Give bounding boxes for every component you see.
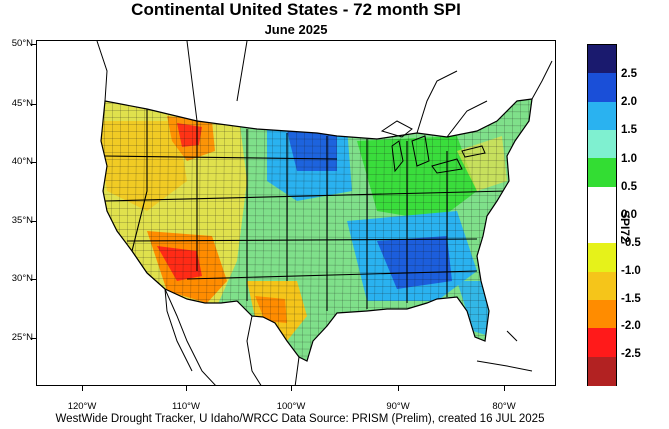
state-boundaries (104, 109, 508, 311)
colorbar-label: 1.5 (621, 124, 637, 136)
lat-label-45: 45°N (11, 98, 33, 109)
credit-line: WestWide Drought Tracker, U Idaho/WRCC D… (55, 413, 545, 425)
us-outline (100, 98, 533, 362)
colorbar-label: 2.0 (621, 96, 637, 108)
colorbar-title: SPI72 (618, 210, 632, 243)
spi-map-svg (37, 41, 555, 385)
map-title: Continental United States - 72 month SPI (131, 0, 461, 19)
colorbar-swatch (588, 101, 616, 131)
neighbor-borders (96, 41, 553, 385)
colorbar-swatch (588, 158, 616, 188)
lon-label-100: 100°W (276, 401, 306, 412)
colorbar-swatch (588, 73, 616, 103)
colorbar-swatch (588, 243, 616, 273)
lon-tick (504, 386, 505, 391)
lat-label-35: 35°N (11, 215, 33, 226)
colorbar-swatch (588, 328, 616, 358)
colorbar-label: -1.0 (621, 265, 641, 277)
lat-label-25: 25°N (11, 332, 33, 343)
lon-label-110: 110°W (172, 401, 200, 412)
lon-tick (82, 386, 83, 391)
lat-tick (31, 338, 36, 339)
colorbar-label: 0.0 (621, 209, 637, 221)
lat-tick (31, 279, 36, 280)
map-panel (36, 40, 556, 386)
lat-label-50: 50°N (11, 38, 33, 49)
colorbar-label: -2.0 (621, 320, 641, 332)
colorbar-label: -0.5 (621, 237, 641, 249)
lat-label-30: 30°N (11, 273, 33, 284)
colorbar-swatch (588, 271, 616, 301)
lat-tick (31, 104, 36, 105)
colorbar-label: 0.5 (621, 181, 637, 193)
colorbar-label: 2.5 (621, 68, 637, 80)
lon-label-120: 120°W (67, 401, 97, 412)
lon-tick (398, 386, 399, 391)
colorbar (587, 44, 617, 386)
colorbar-swatch (588, 356, 616, 386)
lon-label-80: 80°W (492, 401, 516, 412)
colorbar-label: -2.5 (621, 348, 641, 360)
colorbar-swatch (588, 215, 616, 244)
colorbar-swatch (588, 300, 616, 329)
map-subtitle: June 2025 (264, 22, 328, 37)
lat-tick (31, 221, 36, 222)
colorbar-swatch (588, 45, 616, 74)
lat-tick (31, 162, 36, 163)
lon-tick (186, 386, 187, 391)
colorbar-label: 1.0 (621, 153, 637, 165)
lon-tick (291, 386, 292, 391)
colorbar-swatch (588, 186, 616, 216)
lon-label-90: 90°W (386, 401, 410, 412)
lat-label-40: 40°N (11, 156, 33, 167)
lat-tick (31, 44, 36, 45)
colorbar-label: -1.5 (621, 293, 641, 305)
colorbar-swatch (588, 130, 616, 159)
